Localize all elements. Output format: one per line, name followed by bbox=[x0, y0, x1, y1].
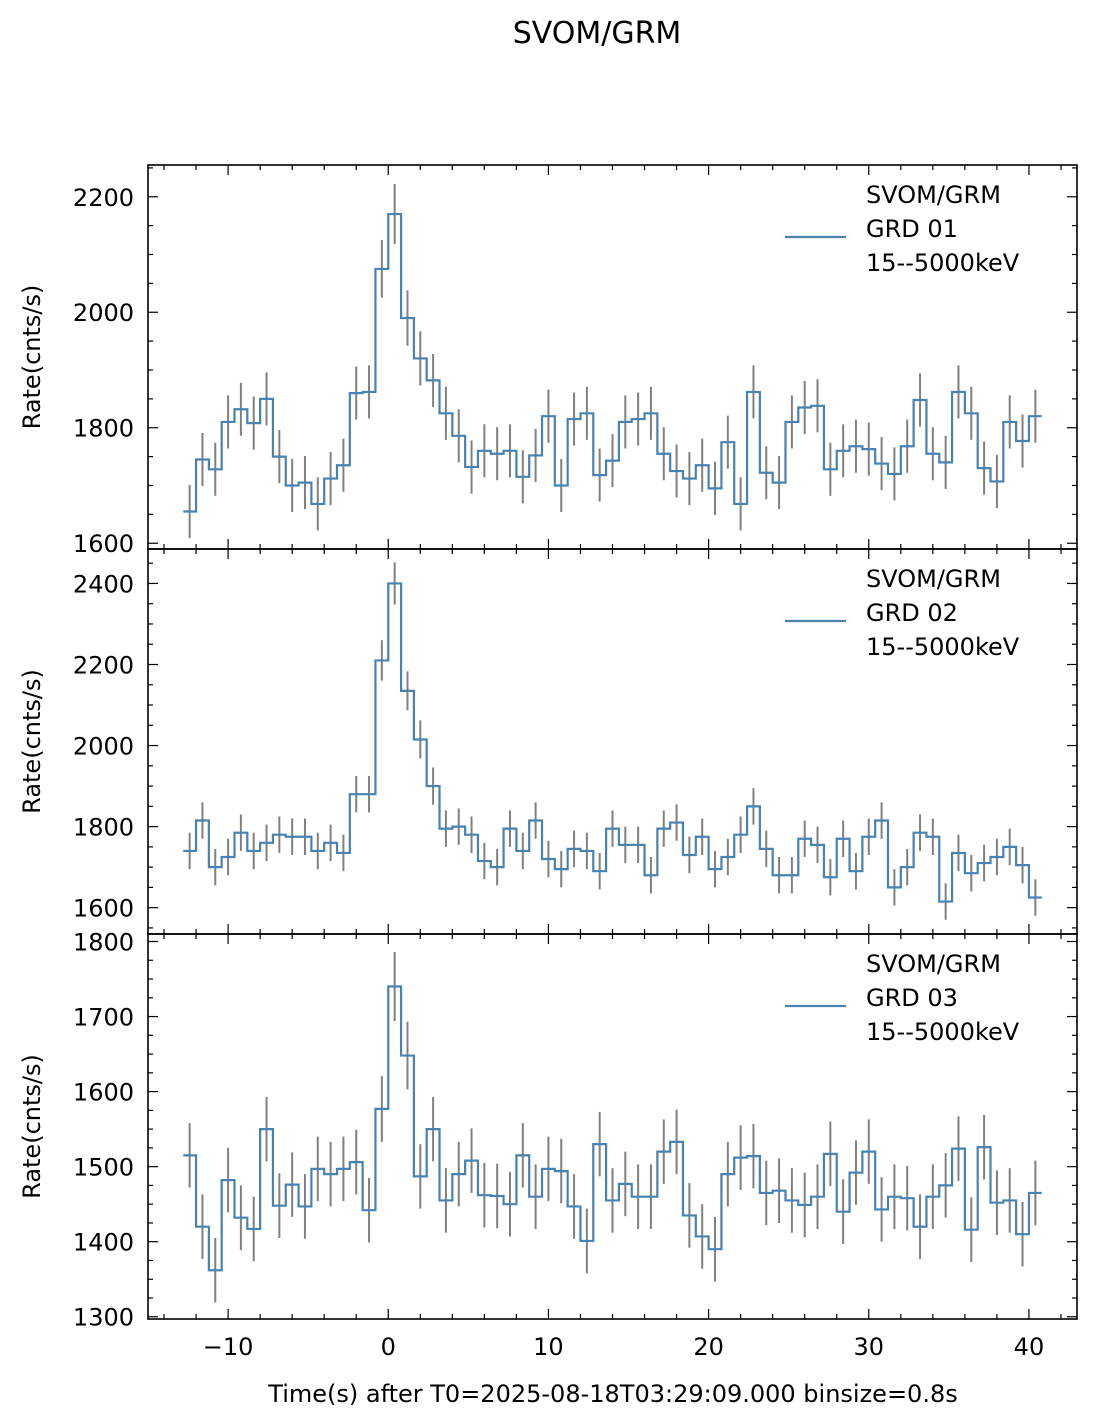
x-tick-label: 30 bbox=[854, 1333, 885, 1361]
y-axis-title: Rate(cnts/s) bbox=[18, 285, 46, 430]
y-tick-label: 1400 bbox=[73, 1229, 134, 1257]
y-tick-label: 2000 bbox=[73, 733, 134, 761]
y-tick-label: 2200 bbox=[73, 652, 134, 680]
legend-text: 15--5000keV bbox=[866, 633, 1020, 661]
series-line bbox=[183, 985, 1042, 1272]
x-tick-label: 40 bbox=[1014, 1333, 1045, 1361]
legend-text: GRD 03 bbox=[866, 984, 958, 1012]
y-tick-label: 1800 bbox=[73, 929, 134, 957]
y-tick-label: 1600 bbox=[73, 530, 134, 558]
y-tick-label: 1300 bbox=[73, 1304, 134, 1332]
figure-title: SVOM/GRM bbox=[513, 16, 682, 51]
y-tick-label: 1800 bbox=[73, 814, 134, 842]
y-tick-label: 1800 bbox=[73, 415, 134, 443]
panels: 1600 1800 2000 2200 Rate(cnts/s) SVOM/GRM GRD… bbox=[18, 164, 1078, 1361]
legend-text: SVOM/GRM bbox=[866, 565, 1001, 593]
legend-text: 15--5000keV bbox=[866, 1018, 1020, 1046]
y-axis-title: Rate(cnts/s) bbox=[18, 669, 46, 814]
panel-1: 1600 1800 2000 2200 Rate(cnts/s) SVOM/GRM GRD… bbox=[18, 164, 1078, 558]
x-tick-label: 10 bbox=[533, 1333, 564, 1361]
x-axis-title: Time(s) after T0=2025-08-18T03:29:09.000… bbox=[267, 1380, 957, 1408]
y-tick-label: 1700 bbox=[73, 1004, 134, 1032]
legend-text: GRD 02 bbox=[866, 599, 958, 627]
y-tick-label: 1600 bbox=[73, 1079, 134, 1107]
legend-text: SVOM/GRM bbox=[866, 950, 1001, 978]
axes-frame bbox=[147, 933, 1078, 1320]
legend-text: 15--5000keV bbox=[866, 249, 1020, 277]
y-tick-label: 2000 bbox=[73, 299, 134, 327]
legend-text: GRD 01 bbox=[866, 215, 958, 243]
y-axis-title: Rate(cnts/s) bbox=[18, 1054, 46, 1199]
legend-text: SVOM/GRM bbox=[866, 181, 1001, 209]
panel-3: 1300 1400 1500 1600 1700 1800 Rate(cnts/s) SVOM… bbox=[18, 929, 1078, 1332]
y-tick-label: 1500 bbox=[73, 1154, 134, 1182]
x-tick-label: 0 bbox=[381, 1333, 396, 1361]
series-line bbox=[183, 582, 1042, 903]
y-tick-label: 2200 bbox=[73, 184, 134, 212]
panel-2: 1600 1800 2000 2200 2400 Rate(cnts/s) SVOM/GRM… bbox=[18, 548, 1078, 935]
y-tick-label: 2400 bbox=[73, 570, 134, 598]
series-line bbox=[183, 212, 1042, 513]
x-tick-label: −10 bbox=[203, 1333, 254, 1361]
x-tick-label: 20 bbox=[693, 1333, 724, 1361]
y-tick-label: 1600 bbox=[73, 895, 134, 923]
